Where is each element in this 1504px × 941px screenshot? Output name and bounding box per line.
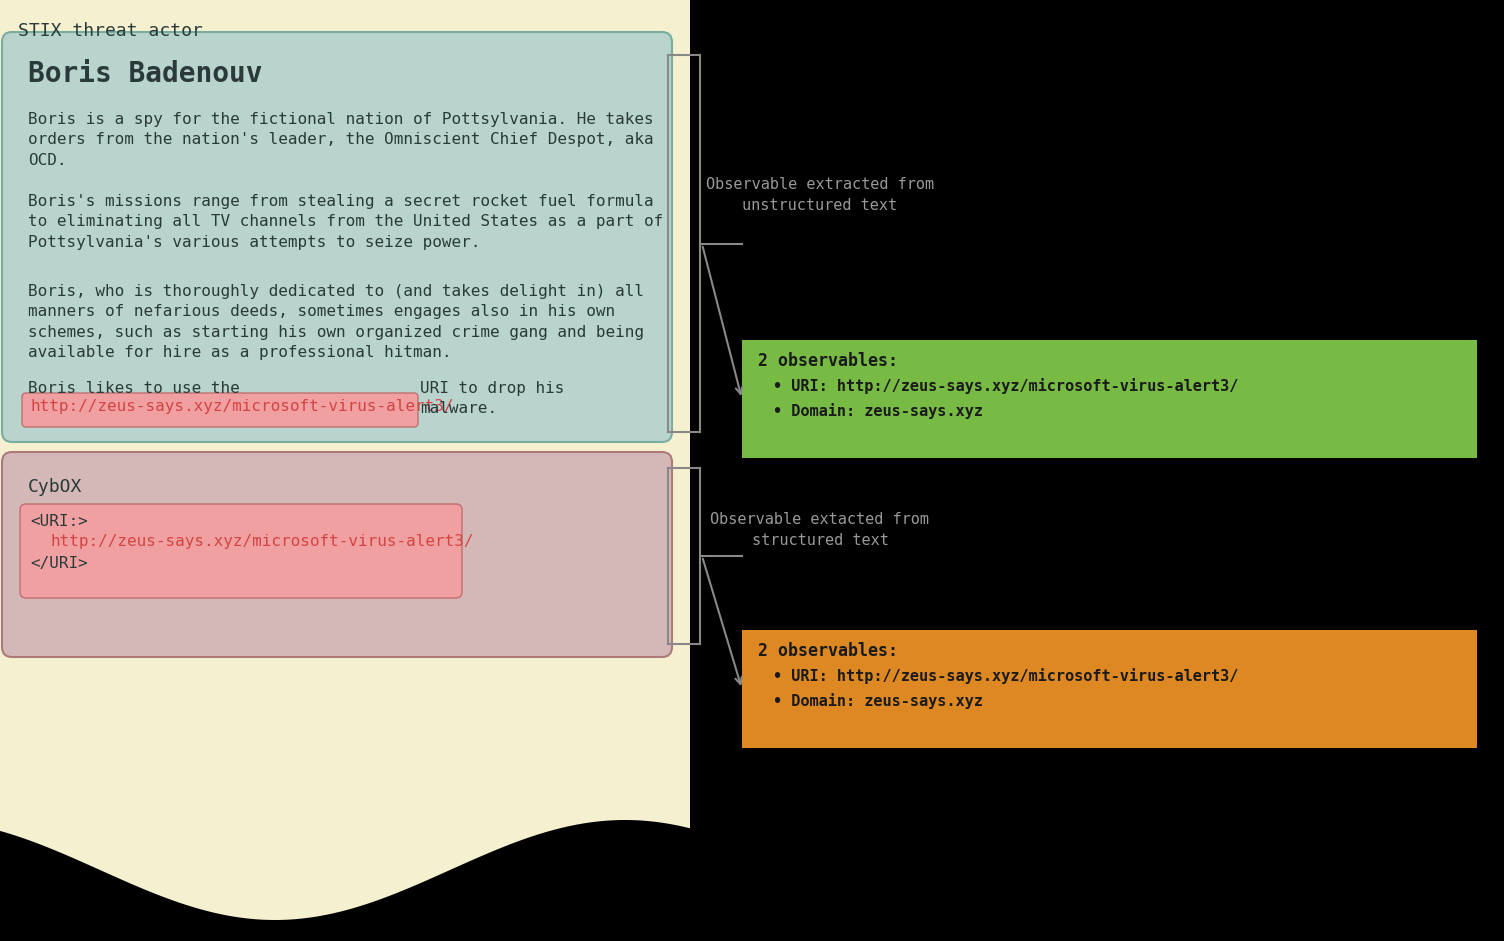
- FancyBboxPatch shape: [20, 504, 462, 598]
- Bar: [741, 630, 1477, 748]
- Text: URI to drop his
malware.: URI to drop his malware.: [420, 381, 564, 417]
- Text: <URI:>: <URI:>: [30, 514, 87, 529]
- Text: • URI: http://zeus-says.xyz/microsoft-virus-alert3/: • URI: http://zeus-says.xyz/microsoft-vi…: [773, 668, 1238, 684]
- Text: CybOX: CybOX: [29, 478, 83, 496]
- Text: STIX threat actor: STIX threat actor: [18, 22, 203, 40]
- Text: 2 observables:: 2 observables:: [758, 642, 898, 660]
- FancyBboxPatch shape: [23, 393, 418, 427]
- Text: Boris Badenouv: Boris Badenouv: [29, 60, 263, 88]
- Text: Observable extacted from
structured text: Observable extacted from structured text: [710, 512, 929, 548]
- Text: http://zeus-says.xyz/microsoft-virus-alert3/: http://zeus-says.xyz/microsoft-virus-ale…: [30, 399, 454, 414]
- Text: Boris likes to use the: Boris likes to use the: [29, 381, 239, 396]
- Text: Boris is a spy for the fictional nation of Pottsylvania. He takes
orders from th: Boris is a spy for the fictional nation …: [29, 112, 654, 167]
- FancyBboxPatch shape: [2, 452, 672, 657]
- Text: Boris, who is thoroughly dedicated to (and takes delight in) all
manners of nefa: Boris, who is thoroughly dedicated to (a…: [29, 284, 644, 360]
- Text: </URI>: </URI>: [30, 556, 87, 571]
- Text: Boris's missions range from stealing a secret rocket fuel formula
to eliminating: Boris's missions range from stealing a s…: [29, 194, 663, 249]
- Text: http://zeus-says.xyz/microsoft-virus-alert3/: http://zeus-says.xyz/microsoft-virus-ale…: [50, 534, 474, 549]
- Bar: [741, 340, 1477, 458]
- Polygon shape: [0, 0, 690, 941]
- Text: • Domain: zeus-says.xyz: • Domain: zeus-says.xyz: [773, 403, 984, 419]
- FancyBboxPatch shape: [2, 32, 672, 442]
- Text: 2 observables:: 2 observables:: [758, 352, 898, 370]
- Text: Observable extracted from
unstructured text: Observable extracted from unstructured t…: [705, 177, 934, 213]
- Text: • Domain: zeus-says.xyz: • Domain: zeus-says.xyz: [773, 693, 984, 709]
- Text: • URI: http://zeus-says.xyz/microsoft-virus-alert3/: • URI: http://zeus-says.xyz/microsoft-vi…: [773, 378, 1238, 394]
